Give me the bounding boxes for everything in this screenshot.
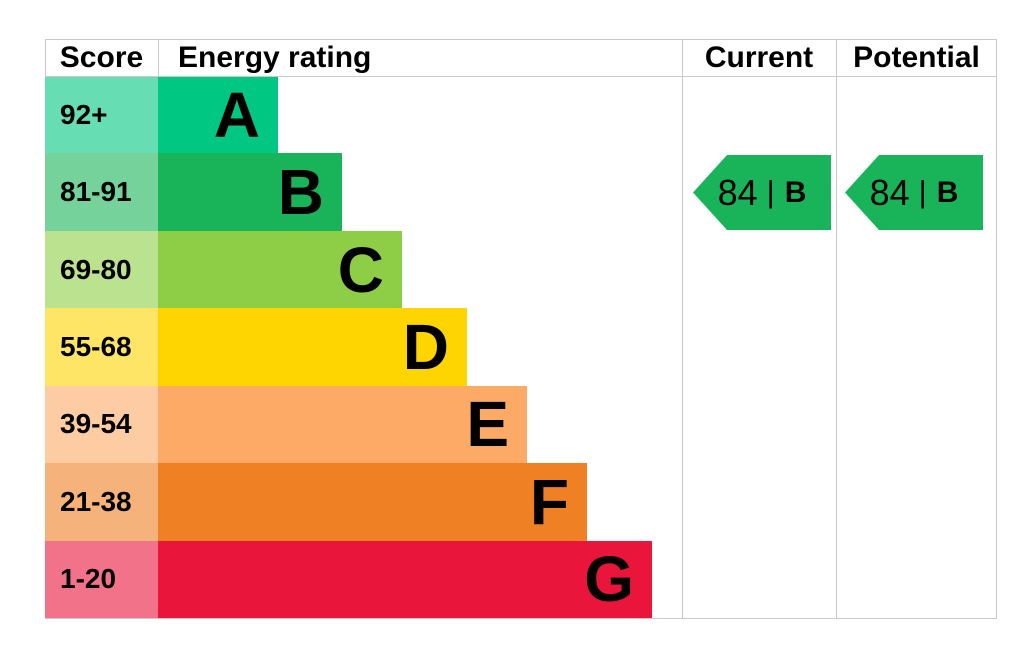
score-range-a: 92+ (45, 76, 158, 154)
band-row-f: 21-38 F (45, 463, 997, 541)
score-range-b: 81-91 (45, 153, 158, 231)
score-range-g: 1-20 (45, 540, 158, 618)
band-row-e: 39-54 E (45, 385, 997, 464)
band-letter-b: B (277, 156, 324, 229)
energy-rating-column-header: Energy rating (178, 41, 372, 74)
table-bottom-border (45, 618, 997, 619)
band-letter-f: F (529, 465, 569, 538)
score-column-divider (158, 39, 159, 76)
score-range-d: 55-68 (45, 308, 158, 386)
table-right-border (996, 39, 997, 619)
band-bar-d: D (158, 308, 467, 386)
badge-separator: | (918, 173, 927, 209)
header-left-border (45, 39, 46, 76)
band-row-g: 1-20 G (45, 540, 997, 618)
current-column-divider (682, 39, 683, 619)
badge-separator: | (766, 173, 775, 209)
potential-band-letter: B (936, 175, 959, 209)
band-row-a: 92+ A (45, 76, 997, 154)
band-bar-g: G (158, 540, 652, 618)
current-rating-badge: 84 | B (693, 155, 831, 230)
current-column-header: Current (704, 41, 814, 74)
band-letter-e: E (466, 388, 509, 461)
band-bar-c: C (158, 230, 402, 309)
score-range-e: 39-54 (45, 385, 158, 464)
band-letter-g: G (584, 543, 634, 616)
score-range-f: 21-38 (45, 463, 158, 541)
potential-rating-badge: 84 | B (845, 155, 983, 230)
band-row-c: 69-80 C (45, 230, 997, 309)
band-row-d: 55-68 D (45, 308, 997, 386)
chart-header: Score Energy rating Current Potential (45, 39, 997, 76)
band-letter-c: C (337, 233, 384, 306)
potential-column-divider (836, 39, 837, 619)
epc-rating-chart: Score Energy rating Current Potential 92… (45, 39, 997, 619)
current-score-value: 84 (717, 171, 758, 213)
band-row-b: 81-91 B (45, 153, 997, 231)
score-column-header: Score (59, 41, 144, 74)
potential-score-value: 84 (869, 171, 910, 213)
potential-column-header: Potential (853, 41, 980, 74)
band-letter-d: D (402, 310, 449, 383)
current-band-letter: B (784, 175, 807, 209)
score-range-c: 69-80 (45, 230, 158, 309)
band-bar-b: B (158, 153, 342, 231)
table-top-border (45, 39, 997, 40)
band-letter-a: A (213, 78, 260, 151)
band-rows-container: 92+ A 81-91 B 69-80 C 55-68 D 39-54 E 21-38 F 1-20 G (45, 76, 997, 618)
band-bar-a: A (158, 76, 278, 154)
header-underline (45, 76, 997, 77)
band-bar-f: F (158, 463, 587, 541)
band-bar-e: E (158, 385, 527, 464)
